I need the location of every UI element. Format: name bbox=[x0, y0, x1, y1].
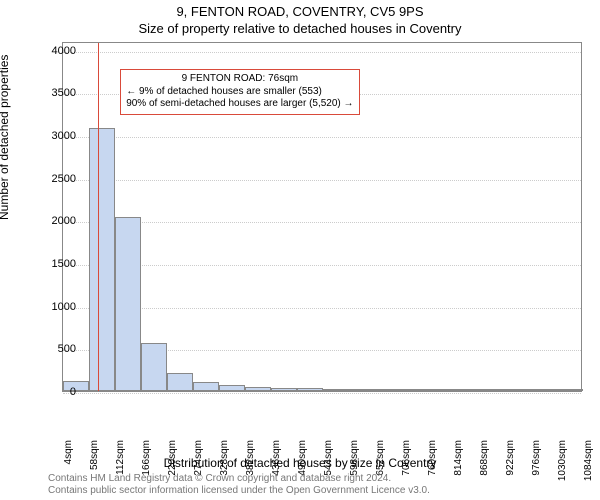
bar bbox=[453, 389, 479, 391]
bar bbox=[375, 389, 401, 391]
bar bbox=[479, 389, 505, 391]
footer-line1: Contains HM Land Registry data © Crown c… bbox=[48, 473, 592, 485]
y-tick-label: 4000 bbox=[36, 45, 76, 57]
y-tick-label: 500 bbox=[36, 343, 76, 355]
bar bbox=[349, 389, 375, 391]
annotation-line: ← 9% of detached houses are smaller (553… bbox=[126, 86, 353, 99]
bar bbox=[531, 389, 557, 391]
bar bbox=[141, 343, 167, 391]
bar bbox=[167, 373, 193, 391]
annotation-line: 90% of semi-detached houses are larger (… bbox=[126, 98, 353, 111]
y-tick-label: 2000 bbox=[36, 215, 76, 227]
bar bbox=[245, 387, 271, 391]
y-tick-label: 3500 bbox=[36, 87, 76, 99]
annotation-box: 9 FENTON ROAD: 76sqm← 9% of detached hou… bbox=[120, 69, 359, 115]
y-tick-label: 1500 bbox=[36, 258, 76, 270]
bar bbox=[297, 388, 323, 391]
bar bbox=[427, 389, 453, 391]
bar bbox=[401, 389, 427, 391]
bar bbox=[557, 389, 583, 391]
bar bbox=[505, 389, 531, 391]
y-axis-label: Number of detached properties bbox=[0, 55, 11, 220]
chart-title-line1: 9, FENTON ROAD, COVENTRY, CV5 9PS bbox=[0, 4, 600, 19]
annotation-line: 9 FENTON ROAD: 76sqm bbox=[126, 73, 353, 86]
bar bbox=[271, 388, 297, 391]
y-tick-label: 3000 bbox=[36, 130, 76, 142]
plot-area: 9 FENTON ROAD: 76sqm← 9% of detached hou… bbox=[62, 42, 582, 392]
y-tick-label: 2500 bbox=[36, 173, 76, 185]
gridline-h bbox=[63, 393, 581, 394]
subject-marker-line bbox=[98, 43, 99, 391]
bar bbox=[115, 217, 141, 391]
y-tick-label: 1000 bbox=[36, 301, 76, 313]
footer-attribution: Contains HM Land Registry data © Crown c… bbox=[48, 473, 592, 497]
chart-title-line2: Size of property relative to detached ho… bbox=[0, 21, 600, 36]
y-tick-label: 0 bbox=[36, 386, 76, 398]
bar bbox=[193, 382, 219, 391]
bar bbox=[323, 389, 349, 391]
x-axis-label: Distribution of detached houses by size … bbox=[0, 456, 600, 470]
bar bbox=[219, 385, 245, 391]
footer-line2: Contains public sector information licen… bbox=[48, 485, 592, 497]
bar bbox=[89, 128, 115, 391]
